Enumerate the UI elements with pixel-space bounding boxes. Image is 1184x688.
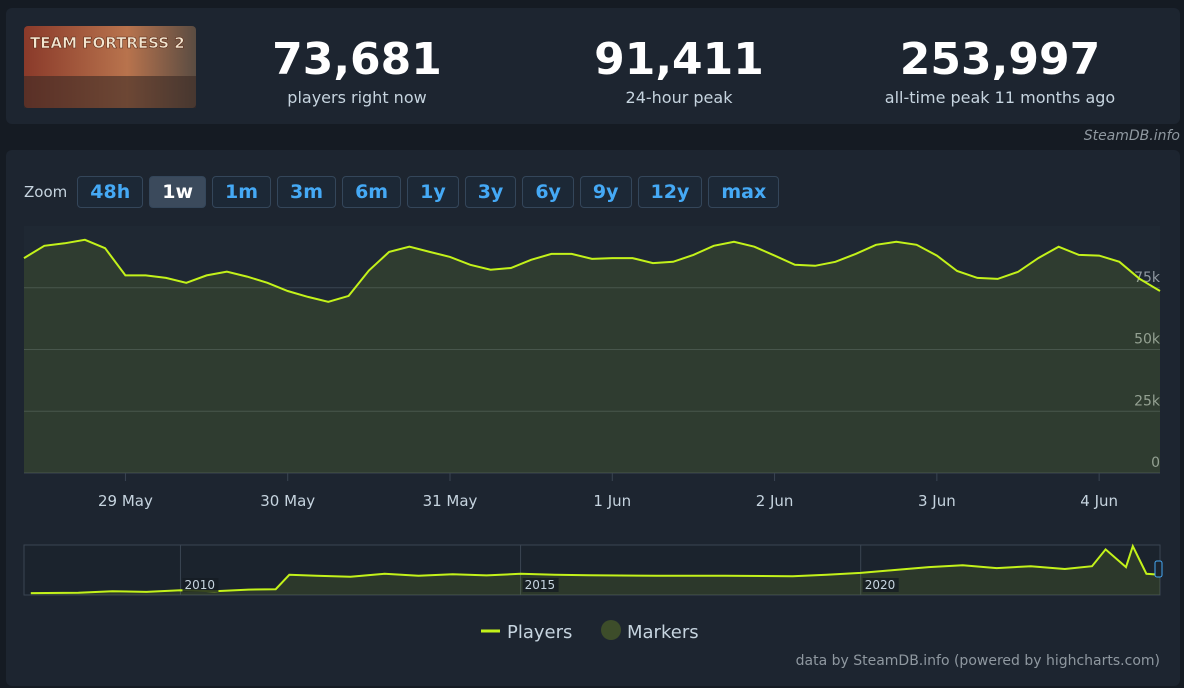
stat-value: 91,411 bbox=[594, 34, 764, 85]
zoom-button[interactable]: 6m bbox=[342, 176, 402, 208]
zoom-button[interactable]: 1w bbox=[149, 176, 206, 208]
label-bg bbox=[862, 578, 899, 592]
zoom-button[interactable]: max bbox=[708, 176, 780, 208]
navigator-handle bbox=[1154, 560, 1163, 578]
x-tick-label: 31 May bbox=[423, 492, 478, 510]
x-tick-label: 4 Jun bbox=[1080, 492, 1118, 510]
stat: 91,411 24-hour peak bbox=[529, 34, 829, 107]
stat-value: 253,997 bbox=[899, 34, 1101, 85]
zoom-button[interactable]: 1y bbox=[407, 176, 459, 208]
navigator-label: 2015 bbox=[525, 578, 556, 592]
zoom-label: Zoom bbox=[24, 183, 68, 201]
navigator-label: 2010 bbox=[184, 578, 215, 592]
navigator-label: 2020 bbox=[865, 578, 896, 592]
y-tick-label: 75k bbox=[1134, 270, 1161, 286]
game-logo: TEAM FORTRESS 2 bbox=[24, 26, 196, 108]
label-bg bbox=[182, 578, 219, 592]
stat-value: 73,681 bbox=[272, 34, 442, 85]
zoom-button[interactable]: 3y bbox=[464, 176, 517, 208]
stat-label: players right now bbox=[287, 88, 427, 107]
x-tick-label: 29 May bbox=[98, 492, 153, 510]
area bbox=[24, 239, 1160, 473]
legend-label: Markers bbox=[627, 622, 699, 643]
x-tick-label: 30 May bbox=[260, 492, 315, 510]
x-tick-label: 2 Jun bbox=[756, 492, 794, 510]
source-link[interactable]: SteamDB.info bbox=[1083, 128, 1180, 144]
x-tick-label: 1 Jun bbox=[593, 492, 631, 510]
zoom-button[interactable]: 6y bbox=[522, 176, 574, 208]
y-tick-label: 0 bbox=[1151, 455, 1160, 471]
legend-label: Players bbox=[507, 622, 572, 643]
stat: 73,681 players right now bbox=[207, 34, 507, 107]
line bbox=[23, 238, 1161, 303]
logo-text: TEAM FORTRESS 2 bbox=[30, 34, 185, 52]
x-tick-label: 3 Jun bbox=[918, 492, 956, 510]
stat-label: 24-hour peak bbox=[625, 88, 733, 107]
credit: data by SteamDB.info (powered by highcha… bbox=[796, 653, 1160, 669]
label-bg bbox=[522, 578, 559, 592]
stat: 253,997 all-time peak 11 months ago bbox=[850, 34, 1150, 107]
stats-card: TEAM FORTRESS 2 73,681 players right now … bbox=[6, 8, 1180, 124]
zoom-button[interactable]: 48h bbox=[77, 176, 144, 208]
zoom-button[interactable]: 12y bbox=[637, 176, 703, 208]
zoom-button[interactable]: 1m bbox=[212, 176, 272, 208]
line bbox=[30, 543, 1161, 595]
stat-label: all-time peak 11 months ago bbox=[884, 88, 1116, 107]
legend-swatch bbox=[601, 620, 621, 640]
y-tick-label: 25k bbox=[1134, 393, 1161, 409]
zoom-bar: Zoom 48h 1w 1m 3m 6m 1y 3y 6y 9y 12y max bbox=[24, 176, 780, 208]
zoom-button[interactable]: 3m bbox=[277, 176, 337, 208]
zoom-button[interactable]: 9y bbox=[579, 176, 632, 208]
y-tick-label: 50k bbox=[1134, 332, 1161, 348]
